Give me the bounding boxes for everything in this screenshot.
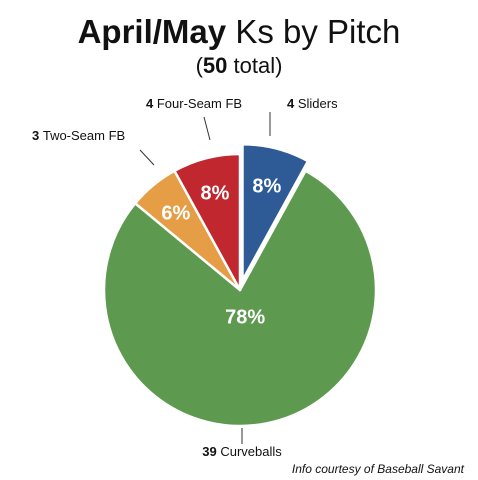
slice-count-two-seam-fb: 3 — [32, 128, 43, 143]
leader-line-two-seam-fb — [139, 149, 155, 166]
chart-title: April/May Ks by Pitch — [0, 12, 478, 52]
slice-percent-label-curveballs: 78% — [225, 307, 265, 329]
slice-name-label-sliders: 4 Sliders — [287, 96, 338, 111]
slice-name-four-seam-fb: Four-Seam FB — [157, 96, 242, 111]
slice-name-curveballs: Curveballs — [220, 444, 282, 459]
slice-name-label-four-seam-fb: 4 Four-Seam FB — [146, 96, 242, 111]
slice-count-sliders: 4 — [287, 96, 298, 111]
slice-count-four-seam-fb: 4 — [146, 96, 157, 111]
chart-title-bold: April/May — [77, 13, 227, 50]
subtitle-open-paren: ( — [195, 53, 203, 78]
chart-subtitle: (50 total) — [0, 52, 478, 80]
slice-name-label-two-seam-fb: 3 Two-Seam FB — [32, 128, 125, 143]
subtitle-rest: total) — [227, 53, 283, 78]
source-credit: Info courtesy of Baseball Savant — [291, 462, 464, 476]
slice-name-sliders: Sliders — [298, 96, 338, 111]
pie-slice-sliders — [241, 143, 310, 282]
slice-name-two-seam-fb: Two-Seam FB — [43, 128, 125, 143]
slice-name-label-curveballs: 39 Curveballs — [202, 444, 282, 459]
subtitle-total-count: 50 — [202, 53, 228, 78]
slice-percent-label-four-seam-fb: 8% — [201, 183, 230, 205]
slice-percent-label-two-seam-fb: 6% — [161, 203, 190, 225]
leader-line-four-seam-fb — [203, 116, 211, 141]
slice-percent-label-sliders: 8% — [252, 176, 281, 198]
chart-title-rest: Ks by Pitch — [235, 13, 401, 50]
slice-count-curveballs: 39 — [202, 444, 220, 459]
pie-slice-four-seam-fb — [173, 152, 242, 292]
